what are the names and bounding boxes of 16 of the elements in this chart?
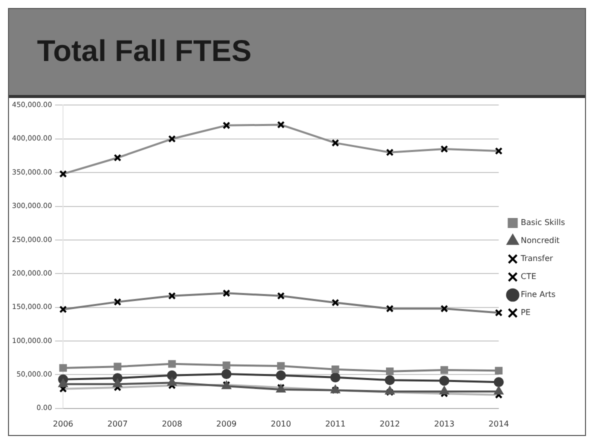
- x-tick-label: 2013: [434, 419, 454, 428]
- x-tick-label: 2012: [380, 419, 400, 428]
- x-tick-label: 2008: [162, 419, 182, 428]
- x-tick-label: 2014: [488, 419, 509, 428]
- legend-label: Transfer: [520, 254, 554, 264]
- legend-label: PE: [520, 308, 531, 318]
- legend-label: Basic Skills: [520, 218, 566, 228]
- x-tick-label: 2011: [325, 419, 346, 428]
- legend-label: Fine Arts: [520, 290, 556, 300]
- x-tick-label: 2009: [216, 419, 237, 428]
- chart-title: Total Fall FTES: [37, 35, 252, 69]
- x-tick-label: 2010: [270, 419, 292, 428]
- legend-label: CTE: [520, 272, 536, 282]
- x-tick-label: 2007: [107, 419, 128, 428]
- x-tick-label: 2006: [52, 419, 74, 428]
- legend-label: Noncredit: [520, 236, 560, 246]
